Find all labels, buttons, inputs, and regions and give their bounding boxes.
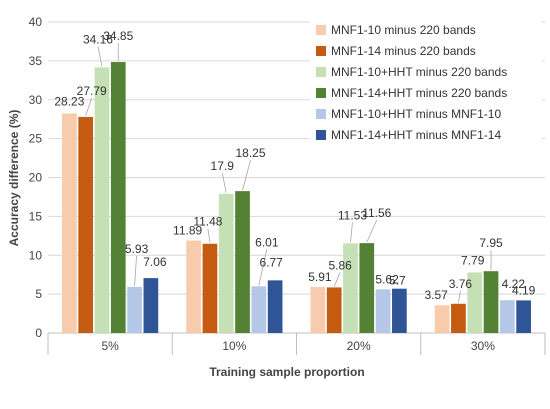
legend-swatch [316,46,326,56]
data-label: 5.62 [375,272,399,286]
data-label: 7.06 [143,255,167,269]
legend-swatch [316,130,326,140]
y-tick-label: 35 [29,54,43,68]
bar [78,116,94,334]
leader-line [242,160,251,191]
data-label: 34.16 [83,32,113,46]
bar [451,303,466,333]
y-tick-label: 20 [29,171,43,185]
bar [434,305,450,333]
leader-line [333,272,341,287]
bar [310,287,326,333]
x-axis-title: Training sample proportion [209,365,364,379]
x-tick-label: 5% [101,339,119,353]
legend-background [310,21,542,155]
data-label: 27.79 [77,84,107,98]
x-axis-categories: 5% 10% 20% 30% [101,339,495,353]
legend-entry: MNF1-10+HHT minus 220 bands [331,65,507,79]
bar [143,278,159,333]
y-tick-label: 0 [35,326,42,340]
legend-swatch [316,88,326,98]
y-tick-label: 10 [29,248,43,262]
legend-entry: MNF1-10+HHT minus MNF1-10 [331,107,501,121]
bar [202,243,218,333]
data-label: 28.23 [54,95,84,109]
data-label: 6.77 [259,255,283,269]
data-label: 11.48 [193,215,222,229]
bar [62,113,77,333]
leader-line [350,222,353,243]
data-label: 18.25 [236,146,266,160]
bar [326,287,342,333]
bar [267,280,283,333]
bar [467,272,483,333]
y-tick-label: 40 [29,15,43,29]
bar [483,271,499,333]
data-label: 34.85 [103,29,133,43]
bar [127,286,142,333]
bar [235,191,250,333]
y-axis-title: Accuracy difference (%) [7,110,21,247]
y-tick-label: 5 [35,287,42,301]
leader-line [366,219,378,243]
data-label: 7.79 [461,253,485,267]
y-tick-label: 30 [29,93,43,107]
leader-line [134,255,137,286]
leader-line [258,249,268,286]
y-tick-label: 25 [29,132,43,146]
leader-line [207,228,211,243]
x-tick-label: 30% [471,339,495,353]
bar [218,193,234,333]
data-label: 11.53 [338,208,367,222]
bar [110,62,126,333]
legend-entry: MNF1-14+HHT minus MNF1-14 [331,128,501,142]
bar [375,289,391,333]
bars [62,62,531,334]
data-label: 5.86 [328,258,352,272]
data-label: 3.57 [424,288,448,302]
data-label: 3.76 [449,277,473,291]
y-axis-ticks: 0 5 10 15 20 25 30 35 40 [29,15,43,340]
bar [251,286,267,333]
legend-entry: MNF1-10 minus 220 bands [331,23,476,37]
legend-swatch [316,25,326,35]
leader-line [97,46,103,67]
data-label: 4.22 [502,277,526,291]
legend: MNF1-10 minus 220 bands MNF1-14 minus 220… [310,21,542,155]
bar [186,240,201,333]
data-label: 6.01 [255,235,279,249]
bar [516,300,531,333]
data-label: 11.89 [173,224,202,238]
data-label: 11.56 [362,206,391,220]
x-tick-label: 10% [222,339,246,353]
data-label: 5.91 [308,270,332,284]
bar [343,243,358,333]
data-label: 5.93 [125,242,149,256]
leader-line [221,172,227,193]
bar [499,300,515,333]
leader-line [85,97,93,117]
x-tick-label: 20% [347,339,371,353]
data-label: 7.95 [479,236,503,250]
bar [392,288,407,333]
bar [359,243,375,333]
data-label: 17.9 [211,159,235,173]
y-tick-label: 15 [29,209,43,223]
data-label: 4.19 [512,283,536,297]
legend-entry: MNF1-14+HHT minus 220 bands [331,86,507,100]
bar [94,67,110,333]
data-label: 5.7 [389,274,406,288]
label-leader-lines [85,43,492,303]
leader-line [458,290,461,303]
legend-swatch [316,109,326,119]
legend-entry: MNF1-14 minus 220 bands [331,44,476,58]
legend-swatch [316,67,326,77]
